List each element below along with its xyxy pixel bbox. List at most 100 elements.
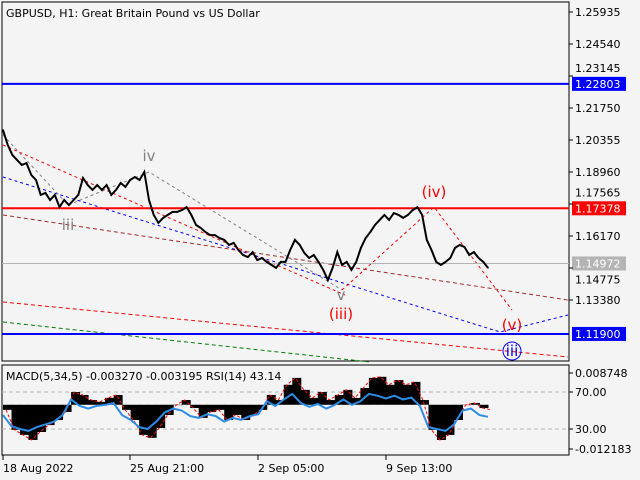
price-point <box>360 247 362 249</box>
price-point <box>378 219 381 221</box>
price-point <box>53 194 56 196</box>
price-tick-label: 1.20355 <box>575 134 621 147</box>
macd-histogram-bar <box>326 400 336 405</box>
price-point <box>242 254 244 256</box>
price-point <box>444 261 447 263</box>
macd-histogram-bar <box>88 400 98 405</box>
macd-histogram-bar <box>224 404 234 421</box>
macd-histogram-bar <box>11 404 21 430</box>
price-tick-label: 1.16170 <box>575 230 621 243</box>
macd-histogram-bar <box>139 404 149 435</box>
wave-line-red <box>341 206 513 311</box>
price-tick-label: 1.13380 <box>575 294 621 307</box>
price-point <box>96 184 98 186</box>
time-tick-label: 9 Sep 13:00 <box>386 462 452 475</box>
wave-label: (iv) <box>422 183 447 201</box>
price-point <box>86 184 89 186</box>
macd-histogram-bar <box>37 404 47 432</box>
price-point <box>72 199 75 201</box>
price-point <box>176 211 179 213</box>
macd-histogram-bar <box>20 404 30 435</box>
macd-histogram-bar <box>241 404 251 421</box>
macd-histogram-bar <box>334 394 344 405</box>
price-point <box>16 159 18 161</box>
price-point <box>21 164 23 166</box>
chart-title: GBPUSD, H1: Great Britain Pound vs US Do… <box>6 7 260 20</box>
macd-histogram-bar <box>147 404 157 438</box>
price-point <box>416 206 419 208</box>
price-point <box>68 204 70 206</box>
price-point <box>223 239 226 241</box>
price-tick-label: 1.24540 <box>575 38 621 51</box>
rsi-line <box>2 392 489 432</box>
price-point <box>454 247 456 249</box>
price-point <box>167 214 169 216</box>
price-point <box>256 259 259 261</box>
level-price-label: 1.17378 <box>575 202 621 215</box>
price-point <box>449 257 452 259</box>
level-price-label: 1.22803 <box>575 78 621 91</box>
macd-histogram-bar <box>215 404 225 410</box>
macd-histogram-bar <box>402 384 412 405</box>
price-point <box>440 264 442 266</box>
price-point <box>110 194 113 196</box>
price-point <box>138 179 141 181</box>
macd-histogram-bar <box>249 404 259 415</box>
price-point <box>289 249 292 251</box>
price-point <box>101 189 103 191</box>
price-point <box>25 162 28 164</box>
price-point <box>411 209 414 211</box>
wave-label-circle <box>502 341 522 361</box>
price-point <box>402 217 405 219</box>
macd-histogram-bar <box>453 404 463 421</box>
price-point <box>30 174 33 176</box>
price-point <box>171 211 174 213</box>
price-point <box>280 261 282 263</box>
trend-line-red-upper <box>2 144 346 296</box>
price-point <box>374 224 376 226</box>
price-point <box>312 254 315 256</box>
indicator-title: MACD(5,34,5) -0.003270 -0.003195 RSI(14)… <box>6 370 281 383</box>
price-point <box>199 227 202 229</box>
price-point <box>124 186 127 188</box>
price-point <box>317 261 320 263</box>
trend-line-brown <box>2 214 569 301</box>
price-point <box>2 129 4 131</box>
price-point <box>487 267 489 269</box>
level-price-tag <box>572 256 626 271</box>
price-point <box>214 234 216 236</box>
level-price-tag <box>572 201 626 216</box>
price-tick-label: 1.18960 <box>575 166 621 179</box>
wave-label: iii <box>62 216 75 234</box>
macd-histogram-bar <box>368 377 378 405</box>
wave-label: v <box>337 286 346 304</box>
price-point <box>331 267 334 269</box>
macd-histogram-bar <box>232 404 242 415</box>
macd-histogram-bar <box>71 392 81 405</box>
macd-histogram-bar <box>445 404 455 435</box>
price-point <box>237 249 240 251</box>
price-point <box>152 214 155 216</box>
price-tick-label: 1.17565 <box>575 186 621 199</box>
macd-histogram-bar <box>479 404 489 409</box>
price-point <box>143 171 146 173</box>
price-point <box>157 222 160 224</box>
price-point <box>39 194 42 196</box>
macd-histogram-bar <box>300 389 310 405</box>
price-point <box>35 179 37 181</box>
level-price-tag <box>572 326 626 341</box>
price-tick-label: 1.14775 <box>575 273 621 286</box>
macd-histogram-bar <box>96 401 106 405</box>
price-point <box>397 214 400 216</box>
time-tick-label: 2 Sep 05:00 <box>258 462 324 475</box>
price-point <box>265 261 268 263</box>
price-point <box>388 219 390 221</box>
price-point <box>336 251 339 253</box>
price-tick-label: 1.25935 <box>575 6 621 19</box>
price-point <box>298 244 301 246</box>
price-point <box>190 214 193 216</box>
trend-line-blue <box>2 176 569 333</box>
price-point <box>261 257 263 259</box>
macd-histogram-bar <box>113 394 123 405</box>
